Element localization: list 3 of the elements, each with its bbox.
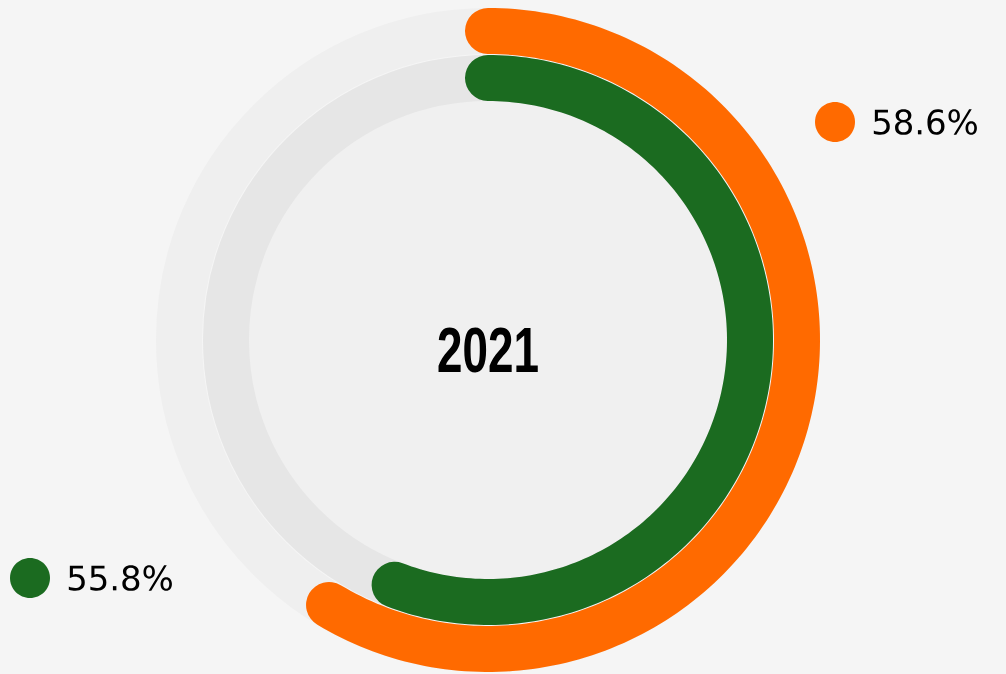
data-label: 58.6% [873,109,977,135]
text: 2021 [438,327,538,373]
data-label: 55.8% [68,565,172,591]
